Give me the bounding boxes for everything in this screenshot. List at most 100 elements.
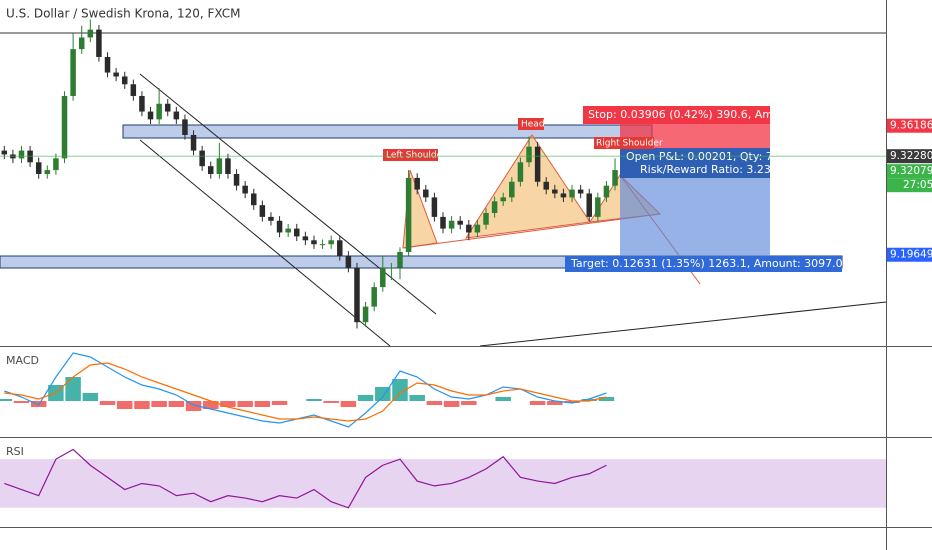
stop-label-box [583, 106, 770, 124]
histogram-bar [306, 399, 322, 401]
price-label-box [887, 118, 932, 133]
candle-body [577, 189, 584, 194]
right-shoulder-label: Right Shoulder [596, 139, 663, 149]
histogram-bar [529, 401, 546, 405]
candle-body [61, 95, 68, 159]
candle-body [53, 158, 59, 171]
histogram-bar [220, 401, 236, 407]
candle-body [380, 267, 386, 288]
countdown-label: 27:05 [903, 179, 932, 191]
candle-body [448, 220, 455, 229]
histogram-bar [237, 401, 253, 407]
candle-body [397, 251, 403, 268]
histogram-bar [168, 401, 185, 407]
histogram-bar [340, 401, 357, 407]
rsi-band [0, 459, 886, 508]
candle-body [44, 170, 51, 174]
candle-body [216, 158, 223, 174]
trend-line [479, 301, 887, 347]
candle-body [113, 72, 119, 77]
histogram-bar [392, 379, 408, 401]
candle-body [491, 201, 498, 213]
histogram-bar [581, 399, 597, 401]
candle-body [311, 240, 317, 245]
right-shoulder-box [594, 137, 654, 149]
labels-layer: 9.36186 9.32280 9.32079 27:05 9.19649 MACD RSI [6, 118, 932, 458]
candle-body [156, 103, 162, 120]
histogram-bar [13, 401, 30, 403]
candle-body [182, 119, 188, 135]
countdown-box [887, 178, 932, 193]
candle-body [190, 134, 197, 151]
rr-label: Risk/Reward Ratio: 3.23 [640, 163, 771, 176]
target-label-box [565, 256, 842, 272]
candle-body [251, 193, 257, 206]
candle-body [586, 193, 592, 217]
candle-body [543, 181, 549, 190]
histogram-bar [203, 401, 219, 409]
price-label-box [887, 149, 932, 164]
candle-body [560, 193, 567, 198]
candle-body [18, 150, 25, 159]
candle-body [423, 189, 429, 198]
candle-body [225, 158, 231, 174]
price-label-box [887, 164, 932, 179]
histogram-bar [185, 401, 202, 411]
candle-body [517, 162, 524, 182]
price-label: 9.36186 [890, 120, 932, 132]
histogram-bar [82, 393, 99, 401]
histogram-bar [357, 395, 374, 401]
candle-body [319, 244, 326, 246]
candle-body [121, 76, 128, 85]
candle-body [534, 146, 541, 182]
candle-body [242, 185, 248, 194]
candle-body [302, 236, 309, 241]
candle-body [354, 267, 360, 323]
candle-body [328, 240, 334, 245]
candle-body [1, 150, 8, 155]
left-shoulder-box [383, 149, 438, 161]
histogram-bar [598, 397, 615, 401]
candle-body [199, 150, 205, 167]
rsi-line [4, 448, 607, 509]
histogram-bar [65, 377, 81, 401]
candle-body [552, 189, 558, 194]
histogram-bar [461, 401, 477, 405]
grid-layer [0, 459, 886, 508]
candle-body [294, 228, 300, 237]
histogram-bar [564, 401, 580, 403]
histogram-bar [254, 401, 271, 407]
histogram-bar [116, 401, 133, 409]
marks-layer [0, 19, 886, 509]
histogram-bar [443, 401, 460, 407]
candle-body [147, 111, 154, 120]
price-label-box [887, 247, 932, 262]
candle-body [405, 177, 412, 252]
price-label: 9.32079 [890, 165, 932, 177]
candle-body [78, 37, 85, 50]
neckline [402, 213, 661, 249]
candle-body [276, 220, 283, 233]
histogram-bar [99, 401, 116, 405]
candle-body [483, 212, 489, 225]
pane-title: MACD [6, 354, 39, 367]
head-label: Head [521, 120, 545, 130]
price-label: 9.32280 [890, 150, 932, 162]
histogram-bar [0, 399, 13, 401]
candle-body [388, 267, 395, 269]
channel-line [139, 73, 437, 315]
candle-body [87, 29, 94, 38]
candle-body [35, 162, 42, 174]
pnl-box [620, 148, 770, 178]
candle-body [96, 29, 102, 57]
histogram-bar [409, 395, 425, 401]
candle-body [164, 103, 171, 112]
resistance-zone [122, 124, 653, 139]
candle-body [345, 255, 352, 268]
channel-line [139, 139, 391, 347]
candle-body [259, 205, 266, 217]
histogram-bar [323, 401, 339, 403]
candle-body [207, 166, 214, 174]
